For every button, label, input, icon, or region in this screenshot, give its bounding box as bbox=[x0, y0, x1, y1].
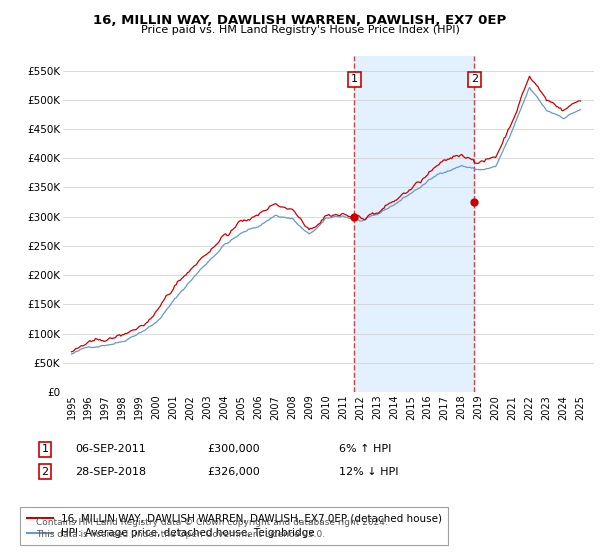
Text: 1: 1 bbox=[41, 444, 49, 454]
Text: 06-SEP-2011: 06-SEP-2011 bbox=[75, 444, 146, 454]
Text: 16, MILLIN WAY, DAWLISH WARREN, DAWLISH, EX7 0EP: 16, MILLIN WAY, DAWLISH WARREN, DAWLISH,… bbox=[94, 14, 506, 27]
Text: 2: 2 bbox=[471, 74, 478, 85]
Text: £326,000: £326,000 bbox=[207, 466, 260, 477]
Text: 28-SEP-2018: 28-SEP-2018 bbox=[75, 466, 146, 477]
Text: £300,000: £300,000 bbox=[207, 444, 260, 454]
Text: 12% ↓ HPI: 12% ↓ HPI bbox=[339, 466, 398, 477]
Text: 2: 2 bbox=[41, 466, 49, 477]
Legend: 16, MILLIN WAY, DAWLISH WARREN, DAWLISH, EX7 0EP (detached house), HPI: Average : 16, MILLIN WAY, DAWLISH WARREN, DAWLISH,… bbox=[20, 507, 448, 545]
Text: 1: 1 bbox=[351, 74, 358, 85]
Bar bbox=[354, 56, 475, 392]
Text: Contains HM Land Registry data © Crown copyright and database right 2024.
This d: Contains HM Land Registry data © Crown c… bbox=[36, 518, 388, 539]
Text: 6% ↑ HPI: 6% ↑ HPI bbox=[339, 444, 391, 454]
Text: Price paid vs. HM Land Registry's House Price Index (HPI): Price paid vs. HM Land Registry's House … bbox=[140, 25, 460, 35]
